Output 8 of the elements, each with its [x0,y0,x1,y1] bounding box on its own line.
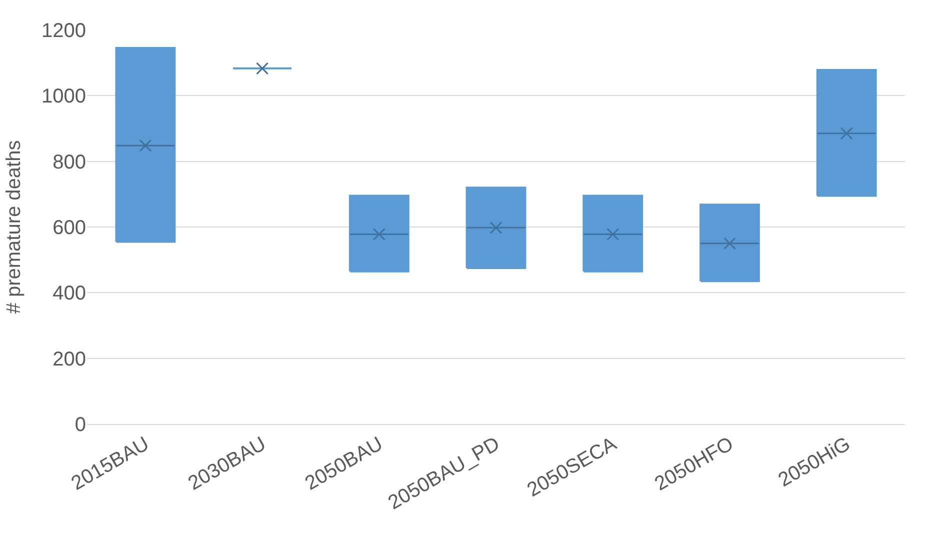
y-tick-label: 0 [74,414,86,436]
y-tick-label: 1000 [42,86,86,108]
y-tick-label: 400 [52,282,86,305]
y-tick-label: 200 [52,348,86,370]
y-axis-title: # premature deaths [3,140,25,314]
y-tick-label: 800 [52,151,86,174]
y-tick-label: 600 [52,217,86,239]
y-tick-label: 1200 [42,20,86,42]
